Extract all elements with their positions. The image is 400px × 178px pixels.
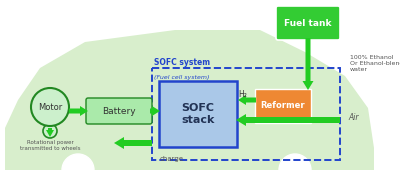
Text: 100% Ethanol
Or Ethanol-blended
water: 100% Ethanol Or Ethanol-blended water bbox=[350, 55, 400, 72]
Text: Battery: Battery bbox=[102, 106, 136, 116]
Text: Fuel tank: Fuel tank bbox=[284, 19, 332, 27]
Text: Reformer: Reformer bbox=[261, 101, 305, 111]
FancyBboxPatch shape bbox=[255, 89, 311, 123]
Circle shape bbox=[31, 88, 69, 126]
Text: Motor: Motor bbox=[38, 103, 62, 111]
Circle shape bbox=[62, 154, 94, 178]
Text: (Fuel cell system): (Fuel cell system) bbox=[154, 75, 210, 80]
FancyArrow shape bbox=[114, 137, 152, 149]
FancyArrow shape bbox=[238, 95, 256, 105]
FancyArrow shape bbox=[150, 106, 160, 116]
FancyBboxPatch shape bbox=[86, 98, 152, 124]
FancyArrow shape bbox=[69, 106, 88, 116]
Polygon shape bbox=[5, 30, 374, 170]
Circle shape bbox=[43, 124, 57, 138]
Text: SOFC
stack: SOFC stack bbox=[181, 103, 215, 125]
FancyArrow shape bbox=[46, 128, 54, 137]
Text: Air: Air bbox=[348, 114, 358, 122]
Text: H₂: H₂ bbox=[238, 90, 247, 99]
FancyArrow shape bbox=[236, 114, 340, 126]
Text: charge: charge bbox=[160, 156, 184, 162]
Text: SOFC system: SOFC system bbox=[154, 58, 210, 67]
Circle shape bbox=[279, 154, 311, 178]
Text: Rotational power
transmitted to wheels: Rotational power transmitted to wheels bbox=[20, 140, 80, 151]
FancyArrow shape bbox=[302, 38, 314, 90]
FancyBboxPatch shape bbox=[276, 6, 340, 40]
FancyBboxPatch shape bbox=[159, 81, 237, 147]
